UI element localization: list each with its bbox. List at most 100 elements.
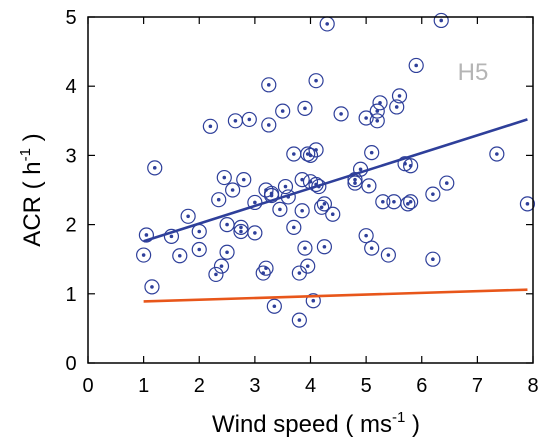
x-tick-label: 4 bbox=[305, 375, 316, 397]
data-point-dot bbox=[247, 117, 252, 122]
data-point-dot bbox=[269, 191, 274, 196]
data-point bbox=[261, 117, 277, 133]
data-point-ring bbox=[275, 103, 291, 119]
data-point-dot bbox=[305, 152, 310, 156]
data-point-dot bbox=[375, 119, 380, 123]
data-point-dot bbox=[369, 150, 374, 155]
x-tick-label: 2 bbox=[194, 375, 205, 397]
data-point-ring bbox=[202, 118, 218, 134]
data-point bbox=[425, 186, 441, 202]
data-point bbox=[364, 145, 380, 161]
data-point-ring bbox=[172, 248, 188, 264]
data-point-dot bbox=[239, 229, 243, 234]
data-point bbox=[236, 172, 252, 188]
data-point-ring bbox=[213, 258, 230, 274]
data-point-dot bbox=[311, 298, 316, 303]
data-point bbox=[272, 201, 288, 217]
data-point-ring bbox=[316, 196, 333, 212]
data-point bbox=[219, 217, 235, 233]
data-point-ring bbox=[261, 77, 277, 93]
data-point-dot bbox=[397, 94, 402, 98]
data-point bbox=[519, 196, 536, 212]
y-axis-title-suffix: ) bbox=[19, 133, 46, 148]
data-point bbox=[213, 258, 230, 274]
data-point-ring bbox=[191, 241, 207, 258]
data-point bbox=[172, 248, 188, 264]
data-point-ring bbox=[489, 146, 505, 162]
data-point-ring bbox=[403, 158, 419, 174]
y-tick-label: 1 bbox=[65, 284, 76, 306]
data-point-dot bbox=[406, 202, 410, 206]
data-point-ring bbox=[305, 293, 321, 309]
data-point-dot bbox=[392, 199, 396, 204]
x-tick-label: 1 bbox=[138, 375, 149, 397]
data-point-ring bbox=[225, 182, 241, 198]
y-tick-label: 2 bbox=[65, 215, 76, 237]
data-point-dot bbox=[141, 253, 146, 257]
data-point bbox=[308, 142, 324, 158]
data-point bbox=[138, 227, 155, 243]
data-point bbox=[403, 194, 419, 210]
data-point-ring bbox=[136, 247, 152, 263]
data-point-dot bbox=[322, 244, 327, 249]
data-point bbox=[147, 160, 163, 176]
data-point bbox=[380, 247, 396, 263]
data-point bbox=[400, 196, 416, 212]
y-tick-label: 4 bbox=[65, 76, 76, 98]
data-point bbox=[180, 208, 196, 224]
data-point bbox=[163, 228, 180, 244]
data-point bbox=[433, 12, 449, 29]
data-point bbox=[305, 293, 321, 309]
data-point-dot bbox=[253, 231, 257, 235]
data-point-ring bbox=[391, 88, 408, 104]
data-point-dot bbox=[177, 253, 182, 258]
data-point-dot bbox=[444, 181, 449, 185]
data-point-ring bbox=[364, 145, 380, 161]
data-point-ring bbox=[147, 160, 163, 176]
data-point-ring bbox=[369, 103, 385, 119]
data-point bbox=[408, 57, 424, 74]
data-point bbox=[261, 77, 277, 93]
data-point-ring bbox=[439, 175, 455, 191]
panel-label: H5 bbox=[458, 59, 489, 86]
data-point-ring bbox=[241, 111, 257, 128]
chart-marks bbox=[136, 12, 536, 328]
data-point bbox=[403, 158, 419, 174]
data-point-ring bbox=[258, 260, 274, 276]
data-point-ring bbox=[308, 73, 324, 89]
x-tick-label: 7 bbox=[472, 375, 483, 397]
data-point-dot bbox=[325, 22, 329, 26]
data-point bbox=[439, 175, 455, 191]
data-point bbox=[375, 194, 391, 210]
data-point-dot bbox=[230, 188, 235, 192]
data-point-ring bbox=[400, 196, 416, 212]
data-point-dot bbox=[152, 166, 157, 170]
data-point-dot bbox=[386, 253, 391, 257]
data-point bbox=[225, 182, 241, 198]
data-point-dot bbox=[292, 152, 296, 156]
data-point bbox=[191, 241, 207, 258]
x-tick-label: 8 bbox=[527, 375, 538, 397]
data-point-dot bbox=[369, 246, 374, 250]
data-point-dot bbox=[303, 246, 307, 250]
data-point-dot bbox=[414, 63, 418, 68]
data-point-ring bbox=[144, 279, 160, 295]
x-tick-label: 3 bbox=[249, 375, 260, 397]
data-point-dot bbox=[431, 192, 435, 196]
data-point bbox=[247, 225, 263, 241]
data-point-ring bbox=[297, 240, 313, 256]
data-point bbox=[136, 247, 152, 263]
data-point-dot bbox=[208, 124, 213, 129]
data-point-ring bbox=[380, 247, 396, 263]
x-axis-title-prefix: Wind speed ( ms bbox=[212, 411, 392, 438]
data-point bbox=[291, 312, 307, 328]
x-axis-title: Wind speed ( ms-1 ) bbox=[212, 409, 420, 438]
regression-line bbox=[143, 118, 528, 243]
data-point-dot bbox=[431, 257, 435, 262]
data-point-ring bbox=[300, 146, 316, 162]
data-point-ring bbox=[247, 225, 263, 241]
data-point bbox=[300, 146, 316, 162]
data-point bbox=[333, 106, 349, 122]
data-point-ring bbox=[216, 169, 232, 186]
data-point-dot bbox=[253, 200, 257, 205]
